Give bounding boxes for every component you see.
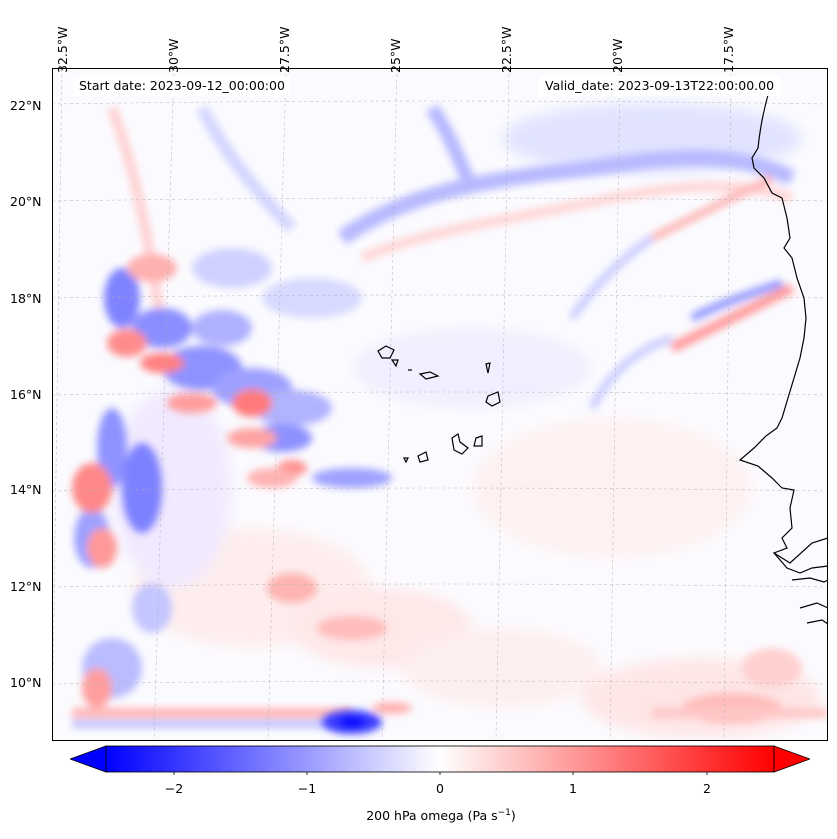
longitude-label: 20°W: [610, 38, 625, 73]
colorbar-label-exponent: −1: [497, 808, 511, 818]
latitude-label: 12°N: [10, 579, 42, 594]
longitude-label: 30°W: [166, 38, 181, 73]
start-date-label: Start date: 2023-09-12_00:00:00: [73, 76, 291, 96]
cape-verde-islands: [377, 345, 501, 464]
colorbar-tick: −1: [297, 781, 317, 796]
latitude-label: 18°N: [10, 291, 42, 306]
latitude-label: 10°N: [10, 675, 42, 690]
longitude-label: 32.5°W: [55, 26, 70, 73]
valid-date-label: Valid_date: 2023-09-13T22:00:00.00: [539, 76, 781, 96]
colorbar-tick: 0: [436, 781, 444, 796]
longitude-label: 25°W: [388, 38, 403, 73]
colorbar-label-text: 200 hPa omega (Pa s: [366, 808, 498, 824]
longitude-label: 27.5°W: [277, 26, 292, 73]
latitude-label: 16°N: [10, 387, 42, 402]
latitude-label: 22°N: [10, 98, 42, 113]
colorbar-label: 200 hPa omega (Pa s−1): [0, 808, 837, 823]
coastline: [738, 87, 828, 625]
longitude-label: 17.5°W: [721, 26, 736, 73]
colorbar: [70, 745, 810, 775]
colorbar-tick: 2: [703, 781, 711, 796]
map-panel: [52, 68, 828, 741]
colorbar-label-close: ): [510, 808, 516, 824]
colorbar-tick: 1: [569, 781, 577, 796]
longitude-label: 22.5°W: [499, 26, 514, 73]
colorbar-tick: −2: [164, 781, 184, 796]
omega-field: [52, 68, 828, 741]
latitude-label: 20°N: [10, 194, 42, 209]
latitude-label: 14°N: [10, 482, 42, 497]
